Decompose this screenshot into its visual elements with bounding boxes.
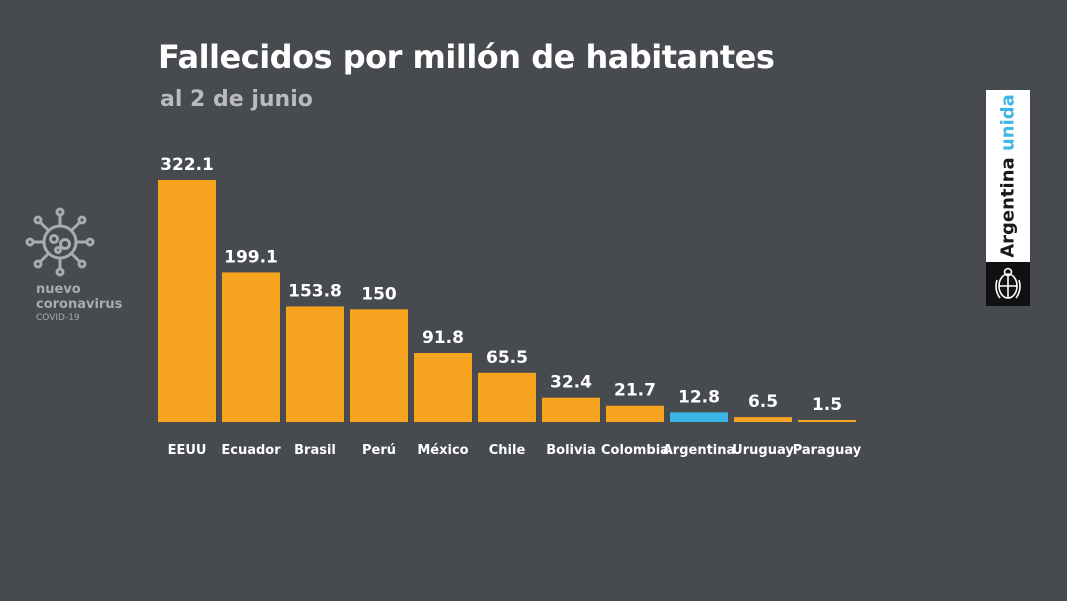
national-emblem-icon [995, 267, 1021, 299]
bar-chile [478, 372, 536, 422]
bar-brasil [286, 306, 344, 422]
category-label-perú: Perú [362, 443, 396, 458]
value-label-ecuador: 199.1 [224, 247, 278, 267]
chart-title: Fallecidos por millón de habitantes [158, 38, 775, 76]
bar-colombia [606, 405, 664, 422]
bar-uruguay [734, 417, 792, 422]
bar-bolivia [542, 397, 600, 422]
bar-paraguay [798, 420, 856, 422]
category-label-paraguay: Paraguay [793, 443, 862, 458]
chart-subtitle: al 2 de junio [160, 87, 313, 112]
category-label-bolivia: Bolivia [546, 443, 595, 458]
value-label-paraguay: 1.5 [812, 395, 842, 415]
category-label-uruguay: Uruguay [732, 443, 794, 458]
badge-white-panel: Argentina unida [986, 90, 1030, 262]
bar-eeuu [158, 180, 216, 422]
category-label-ecuador: Ecuador [221, 443, 281, 458]
value-label-perú: 150 [361, 284, 397, 304]
value-label-colombia: 21.7 [614, 381, 656, 401]
brand-label-coronavirus: coronavirus [36, 297, 123, 312]
value-label-méxico: 91.8 [422, 328, 464, 348]
value-label-eeuu: 322.1 [160, 155, 214, 175]
bar-perú [350, 309, 408, 422]
bar-ecuador [222, 272, 280, 422]
value-label-uruguay: 6.5 [748, 392, 778, 412]
category-label-argentina: Argentina [663, 443, 736, 458]
category-label-méxico: México [417, 443, 468, 458]
value-label-chile: 65.5 [486, 348, 528, 368]
virus-icon [25, 207, 95, 277]
category-label-colombia: Colombia [601, 443, 669, 458]
badge-emblem-panel [986, 262, 1030, 306]
bar-argentina [670, 412, 728, 422]
brand-label-covid: COVID-19 [36, 313, 80, 323]
brand-label-nuevo: nuevo [36, 282, 81, 297]
badge-text: Argentina unida [998, 94, 1019, 258]
category-label-eeuu: EEUU [168, 443, 207, 458]
argentina-unida-badge: Argentina unida [986, 90, 1030, 306]
category-label-chile: Chile [489, 443, 526, 458]
value-label-argentina: 12.8 [678, 387, 720, 407]
category-label-brasil: Brasil [294, 443, 336, 458]
value-label-bolivia: 32.4 [550, 373, 592, 393]
badge-word-unida: unida [997, 94, 1019, 152]
badge-word-argentina: Argentina [997, 157, 1019, 258]
value-label-brasil: 153.8 [288, 281, 342, 301]
bar-méxico [414, 353, 472, 422]
